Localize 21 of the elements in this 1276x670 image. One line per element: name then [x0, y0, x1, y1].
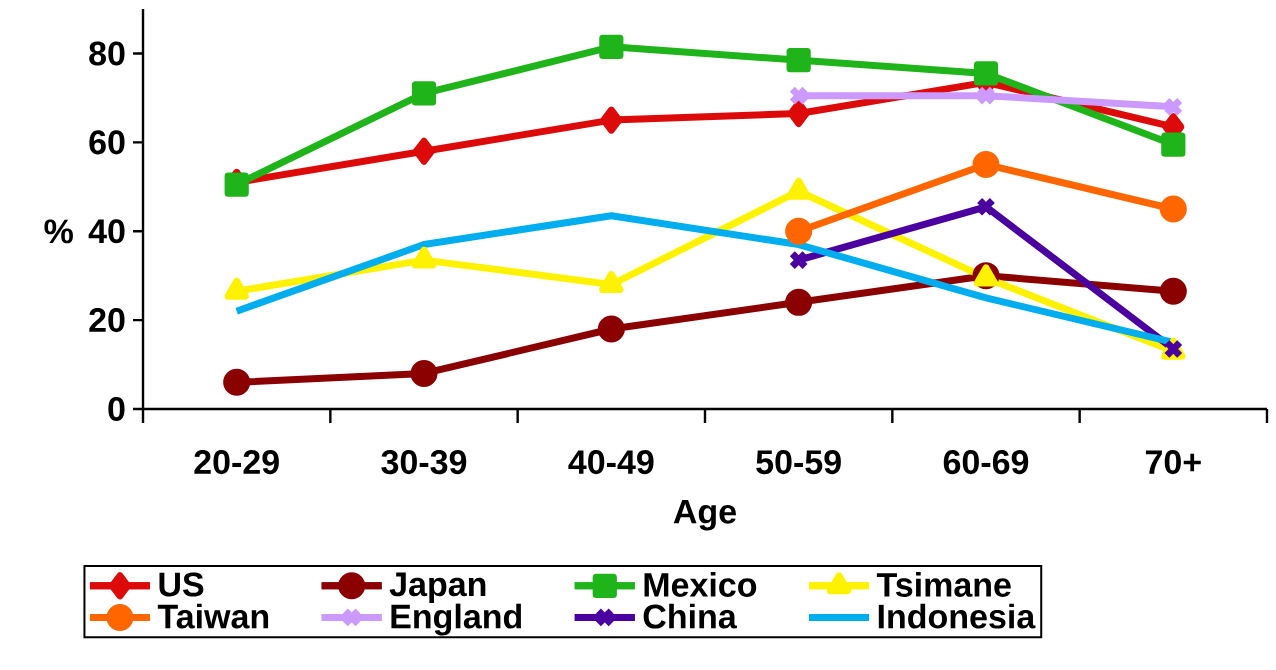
legend-label: Mexico	[644, 572, 757, 597]
y-tick-label: 0	[108, 396, 125, 422]
y-tick-label: 20	[89, 308, 125, 333]
y-tick-label: 80	[89, 41, 125, 66]
x-axis-title: Age	[673, 499, 736, 531]
legend-label: US	[159, 572, 204, 597]
y-tick-label: 60	[89, 130, 125, 155]
x-tick-label: 50-59	[756, 450, 841, 475]
y-axis-title: %	[44, 219, 73, 244]
legend-label: Indonesia	[878, 603, 1036, 629]
y-tick-label: 40	[88, 219, 125, 244]
x-tick-label: 70+	[1145, 450, 1201, 475]
x-tick-label: 30-39	[381, 450, 467, 475]
legend-label: Japan	[389, 572, 486, 604]
x-tick-label: 60-69	[943, 450, 1029, 475]
x-tick-label: 20-29	[194, 450, 279, 475]
legend-label: England	[391, 603, 522, 636]
legend-label: China	[643, 603, 737, 629]
legend-label: Tsimane	[876, 572, 1011, 597]
legend-label: Taiwan	[157, 603, 269, 629]
x-tick-label: 40-49	[568, 450, 654, 475]
